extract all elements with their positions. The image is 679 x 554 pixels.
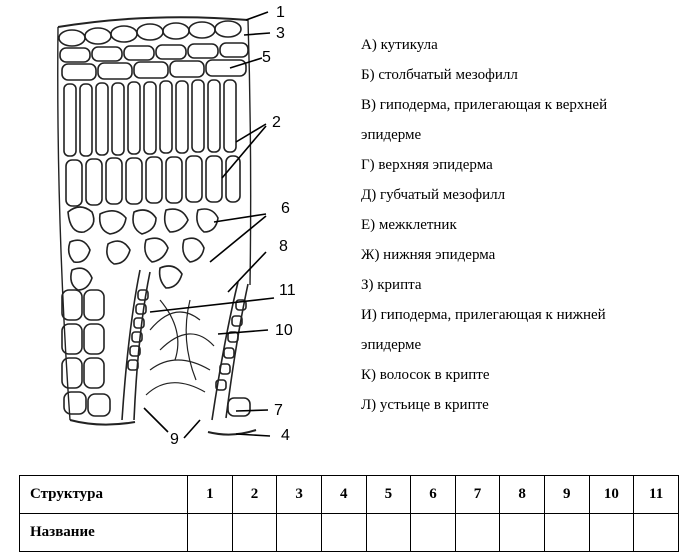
- legend-item-v: В) гиподерма, прилегающая к верхней: [361, 97, 608, 113]
- callout-3: 3: [276, 25, 285, 42]
- leader-7: [235, 409, 269, 412]
- structure-number-cell: 4: [320, 475, 367, 514]
- structure-number-cell: 1: [187, 475, 233, 514]
- name-answer-cell[interactable]: [454, 513, 501, 552]
- leaf-right-edge: [247, 19, 252, 286]
- callout-2: 2: [272, 114, 281, 131]
- crypt-hairs: [145, 299, 215, 396]
- table-row-structure: Структура 1 2 3 4 5 6 7 8 9 10 11: [18, 475, 679, 514]
- name-answer-cell[interactable]: [365, 513, 412, 552]
- leader-9b: [183, 419, 201, 439]
- name-answer-cell[interactable]: [231, 513, 278, 552]
- crypt-left-wall-inner: [133, 271, 151, 421]
- legend-item-z: З) крипта: [361, 277, 422, 293]
- leader-5: [229, 57, 263, 69]
- legend-item-k: К) волосок в крипте: [361, 367, 490, 383]
- callout-1: 1: [276, 4, 285, 21]
- structure-number-cell: 3: [276, 475, 322, 514]
- callout-8: 8: [279, 238, 288, 255]
- name-answer-cell[interactable]: [410, 513, 456, 552]
- leader-9a: [143, 407, 169, 433]
- answer-table: Структура 1 2 3 4 5 6 7 8 9 10 11 Назван…: [18, 475, 679, 552]
- name-answer-cell[interactable]: [499, 513, 545, 552]
- name-answer-cell[interactable]: [633, 513, 679, 552]
- structure-legend: А) кутикула Б) столбчатый мезофилл В) ги…: [361, 30, 671, 420]
- spongy-mesophyll-cells: [67, 206, 219, 291]
- callout-4: 4: [281, 427, 290, 444]
- name-answer-cell[interactable]: [320, 513, 367, 552]
- cuticle-line: [57, 16, 249, 28]
- left-lower-cells: [61, 289, 136, 426]
- legend-item-b: Б) столбчатый мезофилл: [361, 67, 518, 83]
- legend-item-l: Л) устьице в крипте: [361, 397, 489, 413]
- callout-9: 9: [170, 431, 179, 448]
- leader-4: [235, 433, 271, 437]
- leader-6a: [213, 213, 267, 223]
- row-header-structure: Структура: [18, 475, 189, 514]
- legend-item-e: Е) межклетник: [361, 217, 457, 233]
- leader-6b: [209, 215, 267, 263]
- structure-number-cell: 5: [365, 475, 412, 514]
- structure-number-cell: 10: [588, 475, 635, 514]
- leader-2b: [221, 125, 267, 179]
- upper-epidermis-cells: [58, 20, 242, 47]
- callout-10: 10: [275, 322, 293, 339]
- upper-hypodermis-cells: [59, 42, 249, 81]
- callout-5: 5: [262, 49, 271, 66]
- leader-2a: [235, 123, 267, 143]
- crypt-wall-cells: [127, 289, 247, 391]
- crypt-left-wall: [121, 269, 141, 421]
- legend-item-zh: Ж) нижняя эпидерма: [361, 247, 496, 263]
- name-answer-cell[interactable]: [543, 513, 590, 552]
- leaf-cross-section-figure: [57, 11, 275, 439]
- structure-number-cell: 7: [454, 475, 501, 514]
- table-row-name: Название: [18, 513, 679, 552]
- leader-1: [245, 11, 269, 21]
- legend-item-i-cont: эпидерме: [361, 337, 422, 353]
- leader-8: [227, 251, 267, 293]
- callout-7: 7: [274, 402, 283, 419]
- legend-item-i: И) гиподерма, прилегающая к нижней: [361, 307, 606, 323]
- legend-item-d: Д) губчатый мезофилл: [361, 187, 506, 203]
- structure-number-cell: 6: [410, 475, 456, 514]
- legend-item-a: А) кутикула: [361, 37, 438, 53]
- name-answer-cell[interactable]: [187, 513, 233, 552]
- leaf-left-edge: [57, 26, 71, 421]
- structure-number-cell: 2: [231, 475, 278, 514]
- legend-item-g: Г) верхняя эпидерма: [361, 157, 493, 173]
- name-answer-cell[interactable]: [588, 513, 635, 552]
- leader-3: [243, 32, 271, 36]
- row-header-name: Название: [18, 513, 189, 552]
- callout-6: 6: [281, 200, 290, 217]
- palisade-mesophyll-cells: [63, 79, 241, 207]
- callout-11: 11: [279, 282, 296, 299]
- structure-number-cell: 11: [633, 475, 679, 514]
- name-answer-cell[interactable]: [276, 513, 322, 552]
- crypt-right-wall: [211, 281, 239, 421]
- leader-11: [149, 297, 275, 313]
- structure-number-cell: 9: [543, 475, 590, 514]
- legend-item-v-cont: эпидерме: [361, 127, 422, 143]
- right-lower-cells: [207, 397, 257, 436]
- structure-number-cell: 8: [499, 475, 545, 514]
- leader-10: [217, 329, 269, 335]
